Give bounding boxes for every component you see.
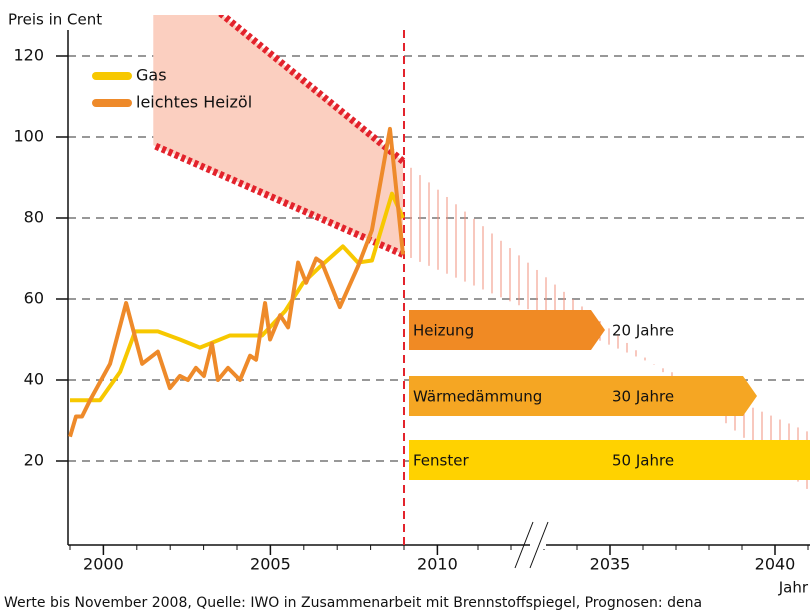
axis-break bbox=[529, 521, 549, 569]
series-line bbox=[68, 126, 405, 438]
series-line bbox=[70, 191, 405, 403]
bar-label: 50 Jahre bbox=[612, 452, 674, 470]
legend-label: Gas bbox=[136, 66, 167, 85]
bar-name: Wärmedämmung bbox=[413, 388, 542, 406]
axis-break bbox=[514, 521, 534, 569]
x-tick-label: 2010 bbox=[417, 555, 458, 574]
y-tick-label: 80 bbox=[24, 208, 44, 227]
y-tick-label: 120 bbox=[13, 46, 44, 65]
bar-label: 20 Jahre bbox=[612, 322, 674, 340]
forecast-edge bbox=[151, 141, 405, 258]
x-tick-label: 2040 bbox=[755, 555, 796, 574]
duration-bar bbox=[409, 310, 605, 350]
bar-name: Heizung bbox=[413, 322, 474, 340]
bar-label: 30 Jahre bbox=[612, 388, 674, 406]
y-axis-label: Preis in Cent bbox=[8, 11, 102, 29]
duration-bar bbox=[409, 440, 810, 480]
x-tick-label: 2000 bbox=[83, 555, 124, 574]
y-tick-label: 20 bbox=[24, 451, 44, 470]
footnote: Werte bis November 2008, Quelle: IWO in … bbox=[4, 595, 702, 611]
duration-bar bbox=[409, 376, 757, 416]
axis-break-gap bbox=[530, 541, 546, 549]
legend-label: leichtes Heizöl bbox=[136, 93, 252, 112]
x-tick-label: 2035 bbox=[590, 555, 631, 574]
y-tick-label: 60 bbox=[24, 289, 44, 308]
y-tick-label: 100 bbox=[13, 127, 44, 146]
x-tick-label: 2005 bbox=[250, 555, 291, 574]
y-tick-label: 40 bbox=[24, 370, 44, 389]
x-axis-label: Jahr bbox=[778, 579, 809, 597]
forecast-band bbox=[153, 15, 403, 255]
bar-name: Fenster bbox=[413, 452, 469, 470]
